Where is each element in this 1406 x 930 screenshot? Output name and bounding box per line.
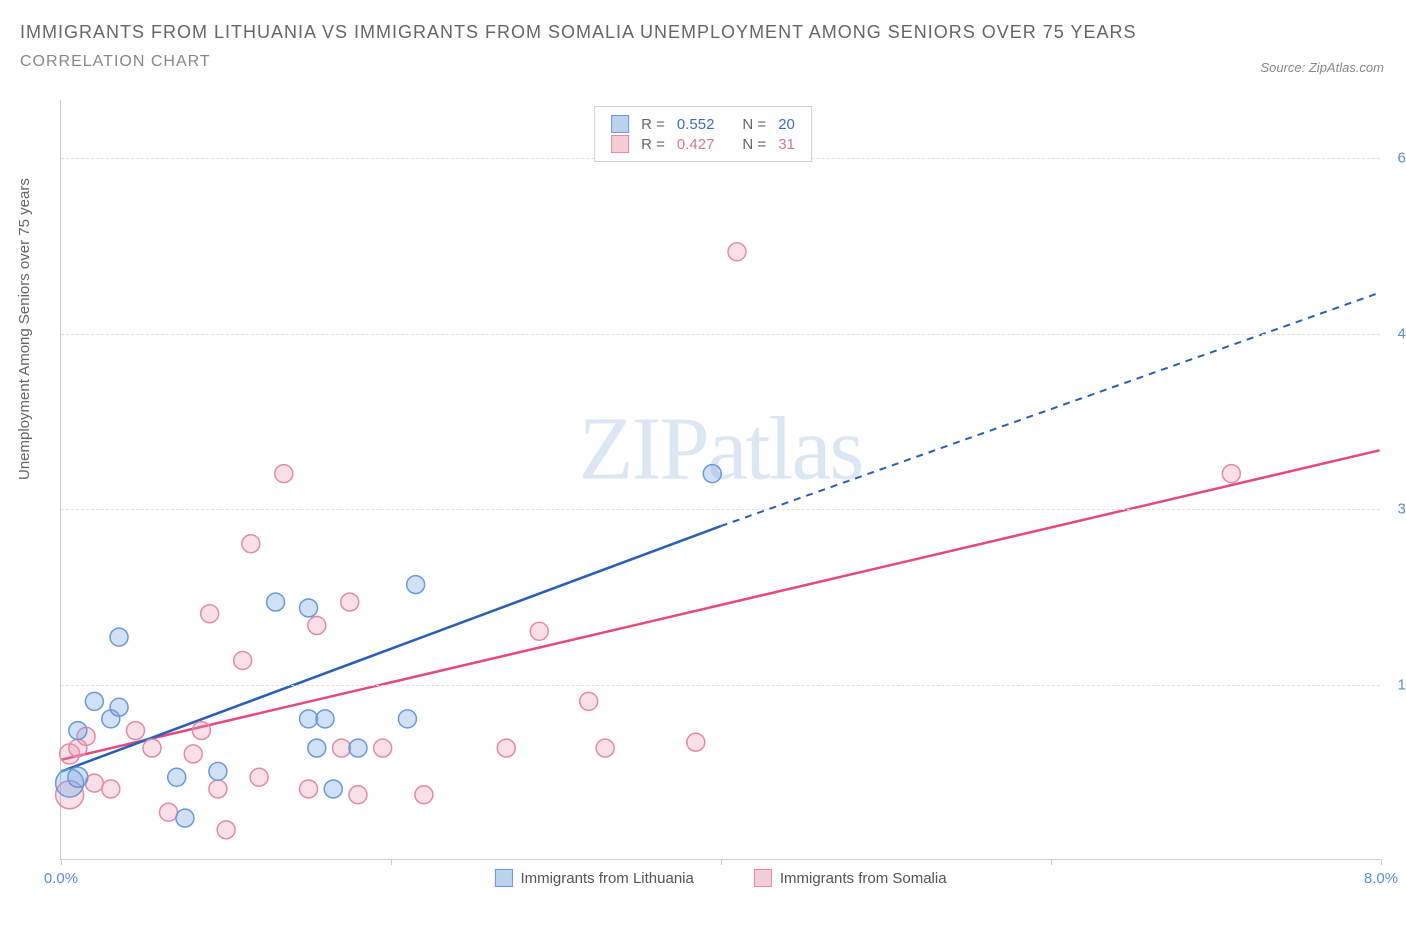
data-point[interactable]: [316, 710, 334, 728]
bottom-legend: Immigrants from Lithuania Immigrants from…: [494, 869, 946, 887]
data-point[interactable]: [349, 739, 367, 757]
chart-plot-area: ZIPatlas 15.0%30.0%45.0%60.0% 0.0%8.0% I…: [60, 100, 1380, 860]
legend-item: Immigrants from Somalia: [754, 869, 947, 887]
data-point[interactable]: [201, 605, 219, 623]
data-point[interactable]: [333, 739, 351, 757]
data-point[interactable]: [341, 593, 359, 611]
x-tick: [1051, 859, 1052, 865]
data-point[interactable]: [687, 733, 705, 751]
data-point[interactable]: [168, 768, 186, 786]
y-tick-label: 15.0%: [1397, 676, 1406, 693]
data-point[interactable]: [300, 599, 318, 617]
data-point[interactable]: [234, 652, 252, 670]
data-point[interactable]: [497, 739, 515, 757]
stats-row-somalia: R = 0.427 N = 31: [611, 135, 795, 153]
chart-title: IMMIGRANTS FROM LITHUANIA VS IMMIGRANTS …: [20, 18, 1386, 47]
grid-line: [61, 334, 1380, 335]
data-point[interactable]: [300, 780, 318, 798]
data-point[interactable]: [85, 692, 103, 710]
trend-line-dashed: [721, 293, 1380, 527]
grid-line: [61, 509, 1380, 510]
data-point[interactable]: [209, 780, 227, 798]
n-value-lithuania: 20: [778, 116, 795, 133]
trend-line: [61, 526, 720, 771]
data-point[interactable]: [596, 739, 614, 757]
x-tick-label: 8.0%: [1364, 870, 1398, 887]
data-point[interactable]: [69, 722, 87, 740]
data-point[interactable]: [300, 710, 318, 728]
data-point[interactable]: [1222, 465, 1240, 483]
data-point[interactable]: [176, 809, 194, 827]
data-point[interactable]: [209, 762, 227, 780]
stats-row-lithuania: R = 0.552 N = 20: [611, 115, 795, 133]
y-tick-label: 60.0%: [1397, 150, 1406, 167]
data-point[interactable]: [68, 767, 88, 787]
data-point[interactable]: [159, 803, 177, 821]
stats-legend-box: R = 0.552 N = 20 R = 0.427 N = 31: [594, 106, 812, 162]
x-tick: [1381, 859, 1382, 865]
data-point[interactable]: [110, 628, 128, 646]
y-tick-label: 30.0%: [1397, 501, 1406, 518]
data-point[interactable]: [407, 576, 425, 594]
data-point[interactable]: [267, 593, 285, 611]
data-point[interactable]: [530, 622, 548, 640]
data-point[interactable]: [192, 722, 210, 740]
legend-item: Immigrants from Lithuania: [494, 869, 693, 887]
data-point[interactable]: [324, 780, 342, 798]
y-axis-label: Unemployment Among Seniors over 75 years: [16, 178, 33, 480]
x-tick: [391, 859, 392, 865]
x-tick: [61, 859, 62, 865]
data-point[interactable]: [398, 710, 416, 728]
grid-line: [61, 685, 1380, 686]
n-value-somalia: 31: [778, 136, 795, 153]
data-point[interactable]: [703, 465, 721, 483]
data-point[interactable]: [217, 821, 235, 839]
data-point[interactable]: [275, 465, 293, 483]
x-tick-label: 0.0%: [44, 870, 78, 887]
data-point[interactable]: [374, 739, 392, 757]
legend-label: Immigrants from Somalia: [780, 870, 947, 887]
legend-swatch: [754, 869, 772, 887]
data-point[interactable]: [143, 739, 161, 757]
data-point[interactable]: [349, 786, 367, 804]
source-attribution: Source: ZipAtlas.com: [1260, 60, 1384, 75]
x-tick: [721, 859, 722, 865]
swatch-lithuania: [611, 115, 629, 133]
legend-label: Immigrants from Lithuania: [520, 870, 693, 887]
swatch-somalia: [611, 135, 629, 153]
data-point[interactable]: [102, 780, 120, 798]
data-point[interactable]: [184, 745, 202, 763]
trend-line: [61, 450, 1379, 759]
data-point[interactable]: [728, 243, 746, 261]
scatter-plot-svg: [61, 100, 1380, 859]
data-point[interactable]: [308, 616, 326, 634]
data-point[interactable]: [580, 692, 598, 710]
data-point[interactable]: [127, 722, 145, 740]
y-tick-label: 45.0%: [1397, 325, 1406, 342]
data-point[interactable]: [308, 739, 326, 757]
data-point[interactable]: [110, 698, 128, 716]
legend-swatch: [494, 869, 512, 887]
r-value-lithuania: 0.552: [677, 116, 715, 133]
chart-subtitle: CORRELATION CHART: [20, 53, 1386, 71]
r-value-somalia: 0.427: [677, 136, 715, 153]
data-point[interactable]: [415, 786, 433, 804]
data-point[interactable]: [242, 535, 260, 553]
data-point[interactable]: [250, 768, 268, 786]
